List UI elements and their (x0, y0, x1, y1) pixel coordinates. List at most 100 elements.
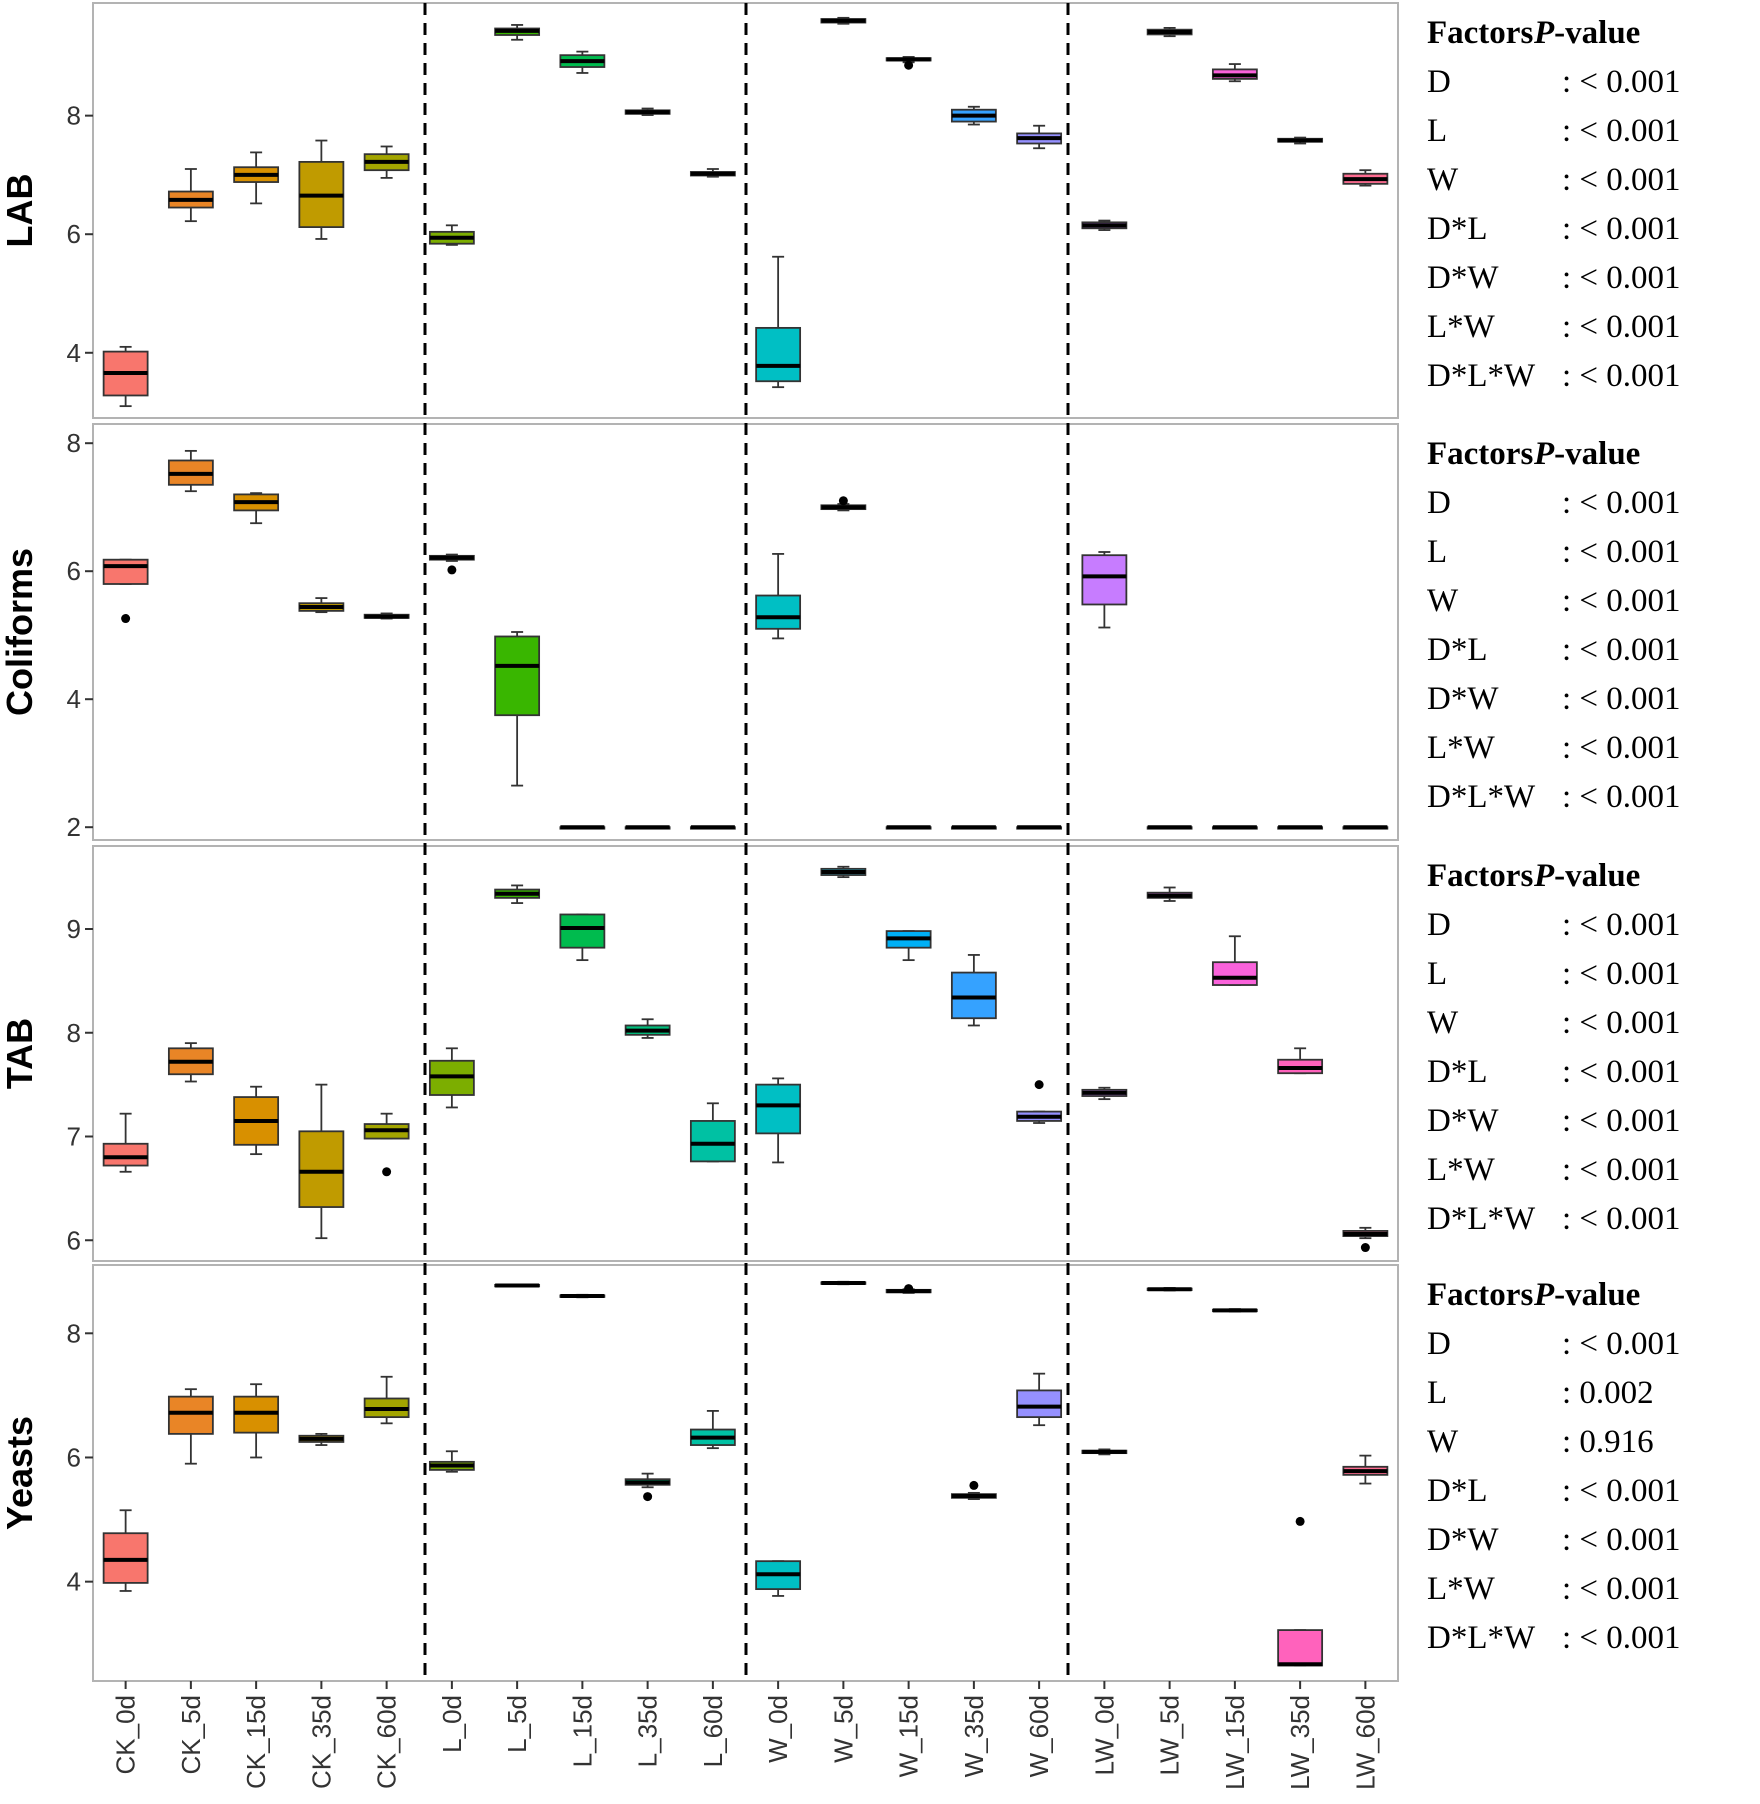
box-W_0d (756, 1085, 800, 1134)
factor-name: D*L (1427, 1473, 1488, 1509)
factor-name: D (1427, 485, 1451, 521)
factor-p-value: : < 0.001 (1562, 1005, 1681, 1041)
x-tick-label: CK_60d (372, 1695, 402, 1789)
p-suffix: -value (1554, 1277, 1640, 1313)
factor-p-value: : < 0.001 (1562, 907, 1681, 943)
factor-name: W (1427, 1424, 1459, 1460)
factor-p-value: : < 0.001 (1562, 309, 1681, 345)
p-value-header: P-value (1533, 436, 1640, 472)
p-suffix: -value (1554, 858, 1640, 894)
outlier-point (382, 1167, 391, 1176)
x-tick-label: W_5d (828, 1695, 858, 1763)
box-W_0d (756, 328, 800, 381)
factor-name: D*W (1427, 681, 1499, 717)
box-L_5d (495, 636, 539, 715)
x-tick-label: L_0d (437, 1695, 467, 1753)
factor-p-value: : < 0.001 (1562, 1473, 1681, 1509)
x-tick-label: CK_15d (241, 1695, 271, 1789)
x-tick-label: W_0d (763, 1695, 793, 1763)
factor-p-value: : < 0.001 (1562, 956, 1681, 992)
x-tick-label: LW_35d (1285, 1695, 1315, 1790)
box-LW_15d (1213, 962, 1257, 985)
factor-name: L*W (1427, 730, 1496, 766)
y-axis-label-0: LAB (0, 174, 40, 248)
factor-name: D*L (1427, 1054, 1488, 1090)
x-tick-label: W_60d (1024, 1695, 1054, 1777)
box-W_60d (1017, 1390, 1061, 1417)
x-tick-label: L_15d (567, 1695, 597, 1767)
factor-name: D*L*W (1427, 358, 1536, 394)
outlier-point (969, 1481, 978, 1490)
y-tick-label-0: 4 (67, 338, 81, 368)
box-L_60d (691, 1121, 735, 1161)
box-CK_35d (299, 1131, 343, 1207)
outlier-point (904, 1284, 913, 1293)
outlier-point (1361, 1243, 1370, 1252)
factor-p-value: : < 0.001 (1562, 681, 1681, 717)
factor-name: D (1427, 64, 1451, 100)
factor-name: D*W (1427, 260, 1499, 296)
y-tick-label-3: 4 (67, 1567, 81, 1597)
outlier-point (643, 1492, 652, 1501)
x-tick-label: W_15d (894, 1695, 924, 1777)
factor-name: D (1427, 907, 1451, 943)
y-tick-label-2: 8 (67, 1018, 81, 1048)
box-CK_5d (169, 1397, 213, 1434)
outlier-point (121, 614, 130, 623)
factor-p-value: : < 0.001 (1562, 1326, 1681, 1362)
factor-name: L (1427, 1375, 1447, 1411)
p-italic: P (1533, 15, 1555, 51)
factor-p-value: : < 0.001 (1562, 358, 1681, 394)
factor-name: L (1427, 956, 1447, 992)
factor-name: W (1427, 1005, 1459, 1041)
y-tick-label-2: 6 (67, 1225, 81, 1255)
factor-p-value: : < 0.001 (1562, 534, 1681, 570)
x-tick-label: CK_35d (306, 1695, 336, 1789)
factor-p-value: : < 0.001 (1562, 1522, 1681, 1558)
chart-root: 4 6 8 LAB Factors P-value D: < 0.001 L: < 0.001… (0, 0, 1760, 1799)
y-axis-label-3: Yeasts (0, 1416, 40, 1530)
factor-p-value: : < 0.001 (1562, 162, 1681, 198)
factors-header: Factors (1427, 15, 1533, 51)
y-tick-label-1: 8 (67, 428, 81, 458)
p-italic: P (1533, 436, 1555, 472)
p-value-header: P-value (1533, 1277, 1640, 1313)
factor-p-value: : < 0.001 (1562, 779, 1681, 815)
factor-name: D*W (1427, 1103, 1499, 1139)
p-suffix: -value (1554, 436, 1640, 472)
box-CK_0d (104, 1144, 148, 1166)
p-italic: P (1533, 858, 1555, 894)
outlier-point (904, 61, 913, 70)
factors-header: Factors (1427, 436, 1533, 472)
factor-p-value: : < 0.001 (1562, 260, 1681, 296)
outlier-point (1296, 1517, 1305, 1526)
x-tick-label: CK_5d (176, 1695, 206, 1775)
y-axis-label-1: Coliforms (0, 548, 40, 716)
factor-name: D*L*W (1427, 1620, 1536, 1656)
y-axis-label-2: TAB (0, 1018, 40, 1089)
x-tick-label: W_35d (959, 1695, 989, 1777)
box-L_15d (560, 914, 604, 947)
y-tick-label-3: 8 (67, 1318, 81, 1348)
factor-p-value: : 0.002 (1562, 1375, 1654, 1411)
outlier-point (839, 496, 848, 505)
p-suffix: -value (1554, 15, 1640, 51)
factor-p-value: : < 0.001 (1562, 1054, 1681, 1090)
factor-p-value: : < 0.001 (1562, 583, 1681, 619)
p-value-header: P-value (1533, 858, 1640, 894)
factor-p-value: : < 0.001 (1562, 485, 1681, 521)
factor-p-value: : < 0.001 (1562, 1571, 1681, 1607)
factor-p-value: : < 0.001 (1562, 730, 1681, 766)
boxplot-figure: 468LABFactors P-valueD: < 0.001L: < 0.001… (0, 0, 1760, 1799)
y-tick-label-3: 6 (67, 1442, 81, 1472)
factor-name: D*W (1427, 1522, 1499, 1558)
y-tick-label-1: 6 (67, 556, 81, 586)
p-value-header: P-value (1533, 15, 1640, 51)
factor-p-value: : < 0.001 (1562, 64, 1681, 100)
factor-p-value: : < 0.001 (1562, 1201, 1681, 1237)
y-tick-label-0: 8 (67, 101, 81, 131)
factor-name: L (1427, 534, 1447, 570)
x-tick-label: L_60d (698, 1695, 728, 1767)
box-LW_35d (1278, 1630, 1322, 1665)
y-tick-label-2: 7 (67, 1122, 81, 1152)
